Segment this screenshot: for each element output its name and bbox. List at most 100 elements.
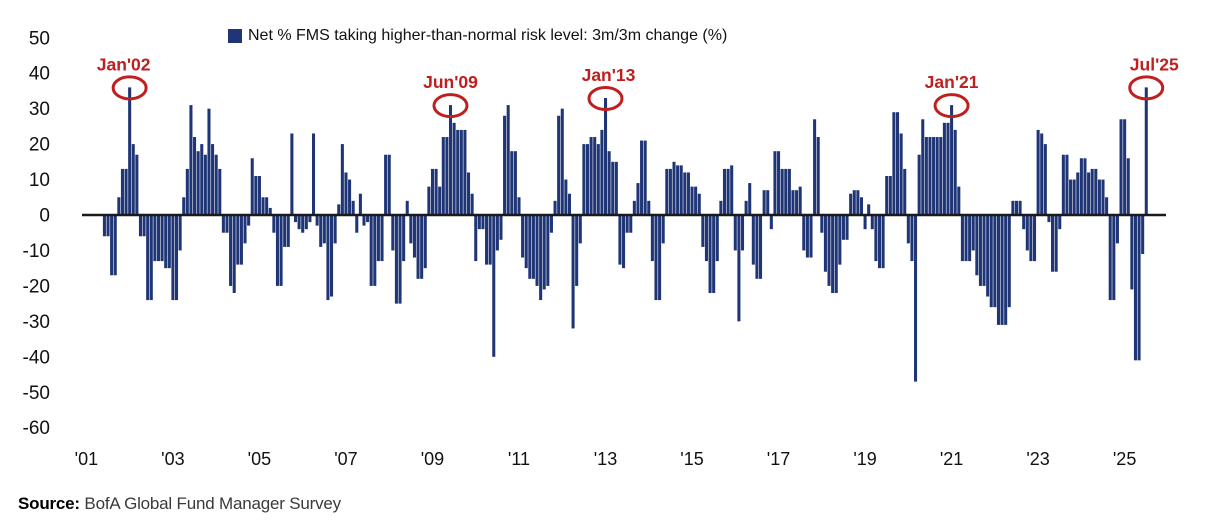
bar-2010-8	[499, 215, 503, 240]
annotation-ellipse	[587, 86, 624, 112]
bar-2023-10	[1069, 179, 1073, 215]
bar-2019-7	[885, 176, 889, 215]
bar-2019-11	[899, 133, 903, 215]
bar-2012-6	[578, 215, 582, 244]
bar-2025-7	[1144, 87, 1148, 215]
bar-2013-9	[632, 200, 636, 215]
bar-2002-8	[153, 215, 157, 262]
bar-2009-9	[459, 129, 463, 215]
x-axis-label: '01	[75, 449, 98, 469]
bar-2007-10	[376, 215, 380, 262]
bar-2017-12	[816, 137, 820, 215]
bar-2019-2	[867, 204, 871, 215]
bar-2012-8	[585, 144, 590, 215]
bar-2002-5	[142, 215, 146, 237]
bar-2005-6	[275, 215, 279, 286]
bar-2016-11	[769, 215, 773, 230]
bar-2017-6	[795, 190, 799, 215]
bar-2018-1	[820, 215, 824, 233]
bar-2015-8	[715, 215, 719, 262]
bar-2008-1	[387, 154, 391, 216]
bar-2016-6	[751, 215, 755, 265]
bar-2004-6	[232, 215, 236, 293]
bar-2014-10	[679, 165, 683, 215]
source-prefix: Source:	[18, 494, 80, 513]
bar-2023-6	[1054, 215, 1058, 272]
bar-2010-10	[506, 105, 510, 215]
bar-2010-2	[477, 215, 481, 230]
bar-2019-4	[874, 215, 878, 262]
bar-2013-2	[607, 151, 611, 215]
bar-2003-12	[211, 144, 215, 215]
bar-2005-12	[297, 215, 301, 230]
bar-2022-8	[1018, 200, 1022, 215]
bar-2013-10	[636, 183, 640, 215]
bar-2005-4	[268, 207, 272, 215]
bar-2014-3	[654, 215, 658, 301]
bar-2024-12	[1119, 119, 1123, 215]
bar-2021-9	[978, 215, 982, 286]
bar-2016-9	[762, 190, 766, 215]
bar-2007-11	[380, 215, 384, 262]
bar-2016-4	[744, 200, 748, 215]
bar-2006-7	[322, 215, 326, 244]
legend-swatch-icon	[228, 29, 242, 43]
bar-2017-9	[805, 215, 809, 258]
bar-2011-6	[535, 215, 539, 286]
bar-2008-3	[394, 215, 398, 304]
x-axis-label: '05	[248, 449, 271, 469]
annotation-ellipse	[111, 75, 148, 101]
y-axis-label: -30	[23, 312, 50, 333]
annotation-ellipse	[432, 93, 469, 119]
bar-2005-2	[261, 197, 265, 216]
bar-2002-7	[149, 215, 153, 301]
bar-2017-11	[813, 119, 817, 215]
x-axis-label: '17	[767, 449, 790, 469]
bar-2002-3	[135, 154, 139, 216]
bar-2023-8	[1061, 154, 1065, 216]
annotation-label: Jan'02	[97, 54, 151, 74]
bar-2013-12	[643, 140, 647, 215]
bar-2001-8	[110, 215, 114, 276]
bar-2024-2	[1083, 158, 1087, 215]
bar-2022-11	[1029, 215, 1033, 262]
bar-2020-11	[942, 122, 946, 215]
bar-2021-11	[986, 215, 990, 297]
bar-2001-9	[113, 215, 117, 276]
bar-2016-7	[755, 215, 759, 279]
bar-2016-8	[759, 215, 763, 279]
bar-2025-3	[1130, 215, 1134, 290]
bar-2023-4	[1047, 215, 1051, 223]
y-axis-label: 40	[29, 64, 50, 85]
bar-2002-2	[131, 144, 135, 215]
bar-2006-10	[333, 215, 337, 244]
bar-2025-1	[1123, 119, 1127, 215]
bar-2013-8	[629, 215, 633, 233]
bar-2005-10	[290, 133, 294, 215]
bar-2002-1	[128, 87, 132, 215]
bar-2010-12	[513, 151, 517, 215]
legend: Net % FMS taking higher-than-normal risk…	[228, 27, 727, 45]
source-line: Source: BofA Global Fund Manager Survey	[18, 494, 341, 514]
bar-2022-9	[1022, 215, 1026, 230]
bar-2016-5	[748, 183, 752, 215]
y-axis-label: -50	[23, 383, 50, 404]
bar-2003-3	[178, 215, 182, 251]
bar-2003-8	[196, 151, 200, 215]
bar-2010-6	[492, 215, 496, 357]
bar-2008-12	[427, 186, 431, 215]
bar-2012-11	[596, 144, 600, 215]
bar-2020-1	[906, 215, 910, 244]
bar-2012-3	[567, 193, 571, 215]
bar-2022-1	[993, 215, 997, 308]
bar-2002-11	[164, 215, 168, 269]
bar-2020-6	[924, 137, 928, 215]
bar-2014-1	[647, 200, 651, 215]
bar-2023-9	[1065, 154, 1069, 216]
x-axis-label: '09	[421, 449, 444, 469]
bar-2010-4	[485, 215, 489, 265]
bar-2011-10	[549, 215, 553, 233]
bar-2022-10	[1025, 215, 1029, 251]
y-axis-label: -10	[23, 241, 50, 262]
bar-2003-11	[207, 108, 211, 215]
